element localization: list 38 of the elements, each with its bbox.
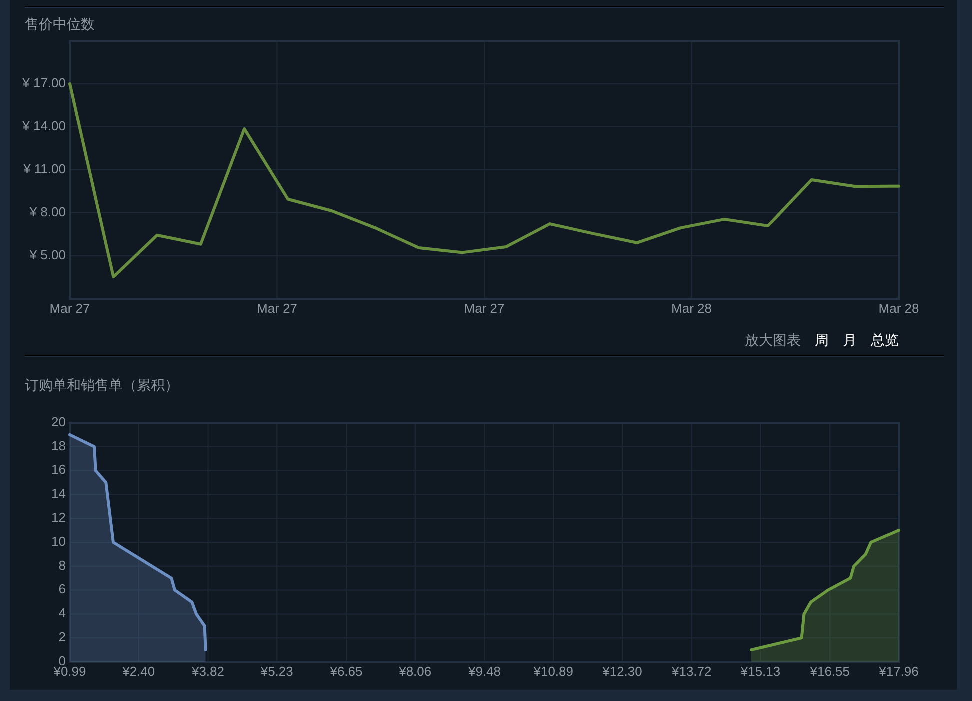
y-tick-label: 16 <box>52 462 66 478</box>
annotation: 总览 <box>871 331 899 349</box>
x-tick-label: ¥5.23 <box>260 664 294 679</box>
y-tick-label: 18 <box>52 438 66 454</box>
y-tick-label: ¥ 8.00 <box>30 204 66 220</box>
y-tick-label: 8 <box>58 558 66 573</box>
x-tick-label: ¥2.40 <box>122 664 156 679</box>
y-tick-label: ¥ 14.00 <box>22 118 66 134</box>
x-tick-label: Mar 27 <box>257 301 298 316</box>
x-tick-label: ¥17.96 <box>879 664 919 679</box>
x-tick-label: ¥3.82 <box>192 664 225 679</box>
y-tick-label: 6 <box>58 582 66 597</box>
x-tick-label: ¥6.65 <box>330 664 363 679</box>
y-tick-label: 12 <box>52 510 66 526</box>
x-tick-label: Mar 27 <box>464 301 505 316</box>
x-tick-label: Mar 27 <box>50 301 90 316</box>
y-tick-label: 14 <box>52 486 66 502</box>
x-tick-label: ¥13.72 <box>672 664 712 679</box>
x-tick-label: ¥16.55 <box>810 664 850 679</box>
y-tick-label: ¥ 11.00 <box>24 161 66 176</box>
y-tick-label: 10 <box>52 534 66 549</box>
x-tick-label: ¥15.13 <box>740 664 781 679</box>
x-tick-label: ¥9.48 <box>468 664 502 679</box>
y-tick-label: ¥ 5.00 <box>30 247 66 262</box>
y-tick-label: 20 <box>52 414 66 430</box>
x-tick-label: ¥8.06 <box>399 664 432 679</box>
y-tick-label: 4 <box>58 606 66 621</box>
annotation: 放大图表 <box>745 331 801 349</box>
x-tick-label: Mar 28 <box>672 301 712 316</box>
title: 售价中位数 <box>25 16 95 32</box>
x-tick-label: ¥10.89 <box>534 664 574 679</box>
annotation: 月 <box>843 331 857 349</box>
y-tick-label: 2 <box>58 630 66 645</box>
x-tick-label: Mar 28 <box>878 301 920 316</box>
annotation: 周 <box>815 331 829 349</box>
y-tick-label: ¥ 17.00 <box>22 75 66 90</box>
title: 订购单和销售单（累积） <box>25 377 179 393</box>
x-tick-label: ¥12.30 <box>602 664 642 679</box>
